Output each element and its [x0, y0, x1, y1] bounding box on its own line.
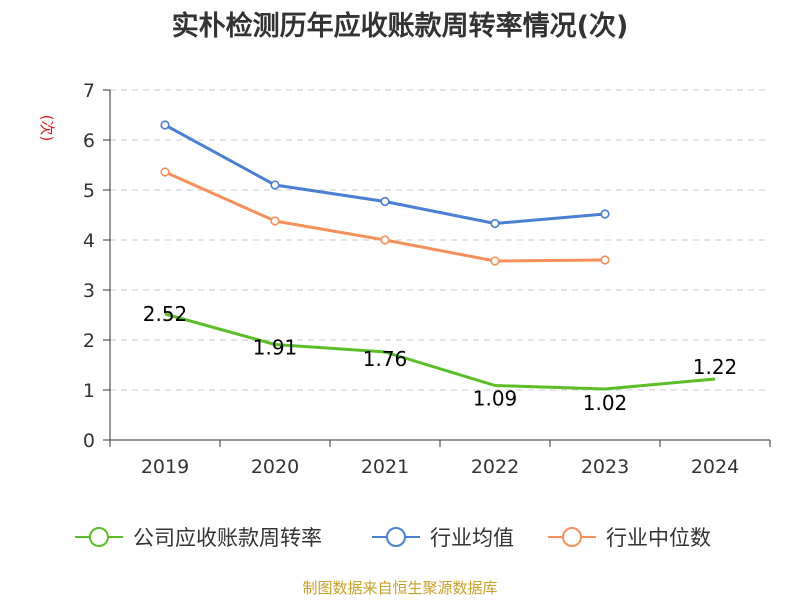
series-point-1	[600, 209, 610, 219]
chart-title: 实朴检测历年应收账款周转率情况(次)	[171, 11, 629, 42]
series-point-1	[380, 196, 390, 207]
y-tick-label: 1	[83, 380, 95, 402]
data-label: 1.02	[583, 391, 628, 415]
series-point-2	[270, 216, 280, 226]
y-tick-label: 7	[83, 80, 95, 102]
data-label: 2.52	[143, 302, 188, 326]
series-point-1	[270, 180, 280, 190]
legend-label: 公司应收账款周转率	[133, 526, 322, 550]
legend-label: 行业中位数	[606, 526, 711, 550]
x-tick-label: 2022	[471, 456, 519, 478]
series-point-2	[380, 235, 390, 245]
series-point-2	[600, 255, 610, 265]
axes: (次)	[38, 89, 771, 447]
series-line-0	[164, 312, 716, 391]
y-tick-label: 0	[83, 430, 95, 452]
legend-swatch-marker	[89, 527, 109, 547]
y-axis-label: (次)	[38, 115, 56, 142]
y-tick-labels: 0 1 2 3 4 5 6 7	[83, 80, 95, 452]
data-label: 1.22	[693, 355, 738, 379]
source-note: 制图数据来自恒生聚源数据库	[302, 579, 498, 597]
y-tick-label: 3	[83, 280, 95, 302]
x-tick-label: 2020	[251, 456, 299, 478]
y-tick-label: 4	[83, 230, 95, 252]
y-tick-label: 5	[83, 180, 95, 202]
x-tick-labels: 2019 2020 2021 2022 2023 2024	[141, 456, 739, 478]
legend-label: 行业均值	[430, 526, 514, 550]
x-tick-label: 2021	[361, 456, 409, 478]
y-tick-label: 6	[83, 130, 95, 152]
gridlines	[110, 89, 770, 391]
legend-swatch-marker	[562, 527, 582, 547]
x-tick-label: 2024	[691, 456, 739, 478]
data-label: 1.09	[473, 387, 518, 411]
data-label: 1.76	[363, 347, 408, 371]
series-point-1	[490, 218, 500, 229]
y-tick-label: 2	[83, 330, 95, 352]
x-tick-label: 2019	[141, 456, 189, 478]
data-label: 1.91	[253, 336, 298, 360]
series-point-2	[160, 167, 170, 177]
legend: 公司应收账款周转率 行业均值 行业中位数	[75, 526, 711, 550]
series-point-2	[490, 256, 500, 266]
series-line-2	[164, 170, 606, 263]
series-lines	[160, 120, 716, 391]
series-point-1	[160, 120, 170, 130]
x-tick-label: 2023	[581, 456, 629, 478]
data-labels: 2.52 1.91 1.76 1.09 1.02 1.22	[143, 302, 738, 415]
legend-swatch-marker	[386, 527, 406, 547]
